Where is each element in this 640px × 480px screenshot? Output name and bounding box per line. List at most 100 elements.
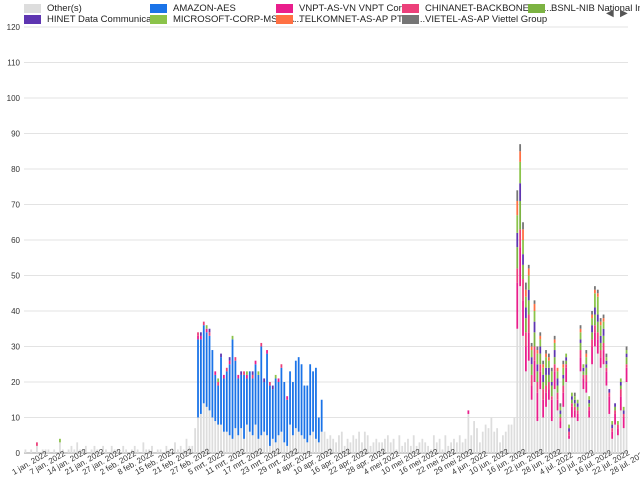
bar-segment <box>199 413 202 453</box>
bar-segment <box>289 424 291 453</box>
bar-segment <box>533 300 536 304</box>
bar-segment <box>522 335 524 453</box>
bar-segment <box>519 200 522 230</box>
bar-segment <box>608 413 611 453</box>
bar-segment <box>573 399 576 404</box>
bar-segment <box>372 442 375 453</box>
bar-segment <box>332 438 335 453</box>
bar-segment <box>254 364 257 425</box>
bar-segment <box>375 438 378 453</box>
bar-segment <box>329 435 332 453</box>
bar-segment <box>611 424 614 429</box>
bar-segment <box>599 335 602 343</box>
bar-segment <box>553 389 556 453</box>
bar-segment <box>588 396 591 400</box>
bar-segment <box>450 442 452 453</box>
bar-segment <box>622 406 625 411</box>
bar-segment <box>545 385 547 393</box>
bar-segment <box>568 438 570 453</box>
legend-item[interactable]: CHINANET-BACKBONE No... <box>402 3 552 14</box>
legend-item[interactable]: HINET Data Communicati... <box>24 14 164 25</box>
bar-segment <box>545 374 547 386</box>
bar-segment <box>556 410 559 453</box>
bar-segment <box>246 374 248 379</box>
bar-segment <box>225 367 228 372</box>
bar-segment <box>591 314 593 319</box>
bar-segment <box>122 445 125 453</box>
bar-segment <box>361 442 363 453</box>
bar-segment <box>286 445 289 453</box>
legend-item[interactable]: TELKOMNET-AS-AP PT Tel... <box>276 14 425 25</box>
bar-segment <box>217 424 220 453</box>
bar-segment <box>556 385 559 393</box>
bar-segment <box>553 335 556 340</box>
legend-item[interactable]: AMAZON-AES <box>150 3 236 14</box>
bar-segment <box>205 332 208 407</box>
bar-segment <box>67 449 70 453</box>
bar-segment <box>47 449 50 453</box>
bar-segment <box>614 410 616 414</box>
bar-segment <box>605 385 608 453</box>
bar-segment <box>461 442 464 453</box>
bar-segment <box>79 449 81 453</box>
bar-segment <box>217 385 220 425</box>
bar-segment <box>571 406 573 418</box>
bar-segment <box>76 442 79 453</box>
bar-segment <box>202 403 205 453</box>
bar-segment <box>565 364 568 368</box>
legend-item[interactable]: Other(s) <box>24 3 82 14</box>
bar-segment <box>536 421 539 453</box>
bar-segment <box>559 428 562 453</box>
bar-segment <box>611 438 614 453</box>
bar-segment <box>516 215 519 233</box>
bar-segment <box>573 396 576 400</box>
bar-segment <box>553 357 556 365</box>
bar-segment <box>579 357 582 372</box>
bar-segment <box>530 350 533 358</box>
bar-segment <box>473 421 476 453</box>
bar-segment <box>70 445 73 453</box>
legend-item[interactable]: MICROSOFT-CORP-MSN-A... <box>150 14 302 25</box>
bar-segment <box>306 442 309 453</box>
bar-segment <box>522 229 524 240</box>
bar-segment <box>41 449 44 453</box>
bar-segment <box>277 435 280 453</box>
bar-segment <box>550 421 553 453</box>
bar-segment <box>516 282 519 329</box>
bar-segment <box>536 364 539 372</box>
bar-segment <box>608 396 611 414</box>
bar-segment <box>585 357 588 365</box>
bar-segment <box>312 431 314 453</box>
bar-segment <box>571 417 573 453</box>
bar-segment <box>530 346 533 351</box>
bar-segment <box>412 435 415 453</box>
bar-segment <box>228 360 231 365</box>
legend-label: HINET Data Communicati... <box>47 14 165 25</box>
bar-segment <box>274 442 277 453</box>
bar-segment <box>591 311 593 315</box>
bar-segment <box>205 325 208 329</box>
bar-segment <box>418 442 421 453</box>
bar-segment <box>199 335 202 340</box>
legend-item[interactable]: VIETEL-AS-AP Viettel Group <box>402 14 547 25</box>
bar-segment <box>622 410 625 414</box>
bar-segment <box>617 424 619 429</box>
bar-segment <box>619 378 622 382</box>
y-tick-label: 60 <box>11 236 20 245</box>
bar-segment <box>309 364 312 436</box>
legend-next-icon[interactable]: ▶ <box>620 8 628 19</box>
bar-segment <box>246 424 248 453</box>
legend-item[interactable]: VNPT-AS-VN VNPT Corp <box>276 3 407 14</box>
bar-segment <box>263 382 266 432</box>
bar-segment <box>246 378 248 425</box>
bar-segment <box>240 371 243 375</box>
bar-segment <box>289 371 291 425</box>
legend-prev-icon[interactable]: ◀ <box>606 8 614 19</box>
bar-segment <box>605 367 608 372</box>
legend-item[interactable]: BSNL-NIB National Interne... <box>528 3 640 14</box>
bar-segment <box>625 367 628 382</box>
legend-label: Other(s) <box>47 3 82 14</box>
legend-swatch <box>528 4 545 13</box>
bar-segment <box>280 367 283 432</box>
bar-segment <box>619 382 622 386</box>
